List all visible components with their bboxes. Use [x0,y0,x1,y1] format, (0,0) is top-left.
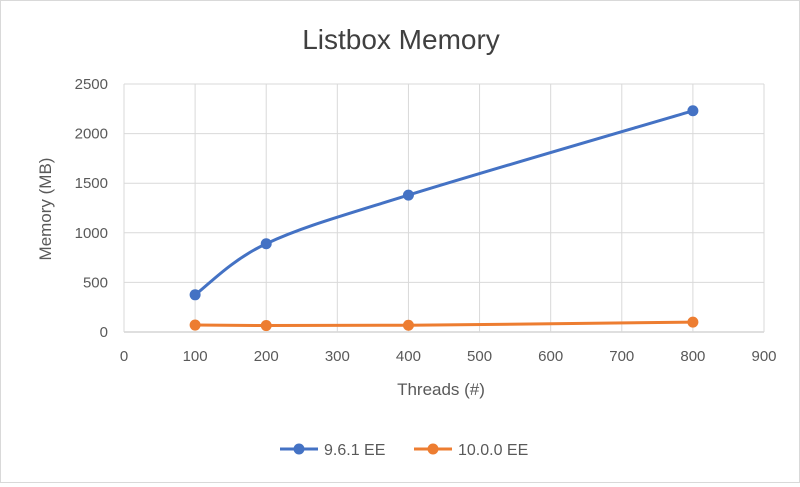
legend-item: 9.6.1 EE [280,442,385,459]
x-tick-label: 0 [120,348,128,365]
legend-label: 10.0.0 EE [458,442,528,459]
data-point [402,189,414,201]
x-tick-label: 600 [538,348,563,365]
x-tick-label: 800 [680,348,705,365]
chart-title: Listbox Memory [302,24,500,55]
x-axis-label: Threads (#) [397,380,485,399]
y-tick-label: 2500 [75,76,108,93]
x-tick-label: 300 [325,348,350,365]
x-tick-label: 500 [467,348,492,365]
x-axis-ticks: 0 100 200 300 400 500 600 700 800 900 [120,348,777,365]
gridlines [123,83,765,333]
x-tick-label: 900 [751,348,776,365]
y-axis-label: Memory (MB) [36,158,55,261]
data-point [189,289,201,301]
data-point [189,319,201,331]
y-tick-label: 1500 [75,175,108,192]
y-tick-label: 500 [83,274,108,291]
legend: 9.6.1 EE 10.0.0 EE [280,442,528,459]
series-1 [189,105,699,301]
data-point [260,238,272,250]
data-point [402,319,414,331]
series-line [193,320,695,328]
x-tick-label: 400 [396,348,421,365]
y-tick-label: 2000 [75,126,108,143]
data-point [687,316,699,328]
x-tick-label: 200 [254,348,279,365]
y-axis-ticks: 0 500 1000 1500 2000 2500 [75,76,108,341]
legend-label: 9.6.1 EE [324,442,385,459]
data-point [260,320,272,332]
series-layer [189,105,699,332]
legend-marker [293,443,305,455]
series-2 [189,316,699,332]
data-point [687,105,699,117]
y-tick-label: 0 [100,324,108,341]
y-tick-label: 1000 [75,225,108,242]
legend-marker [427,443,439,455]
legend-item: 10.0.0 EE [414,442,528,459]
x-tick-label: 700 [609,348,634,365]
x-tick-label: 100 [183,348,208,365]
series-line [193,109,695,297]
